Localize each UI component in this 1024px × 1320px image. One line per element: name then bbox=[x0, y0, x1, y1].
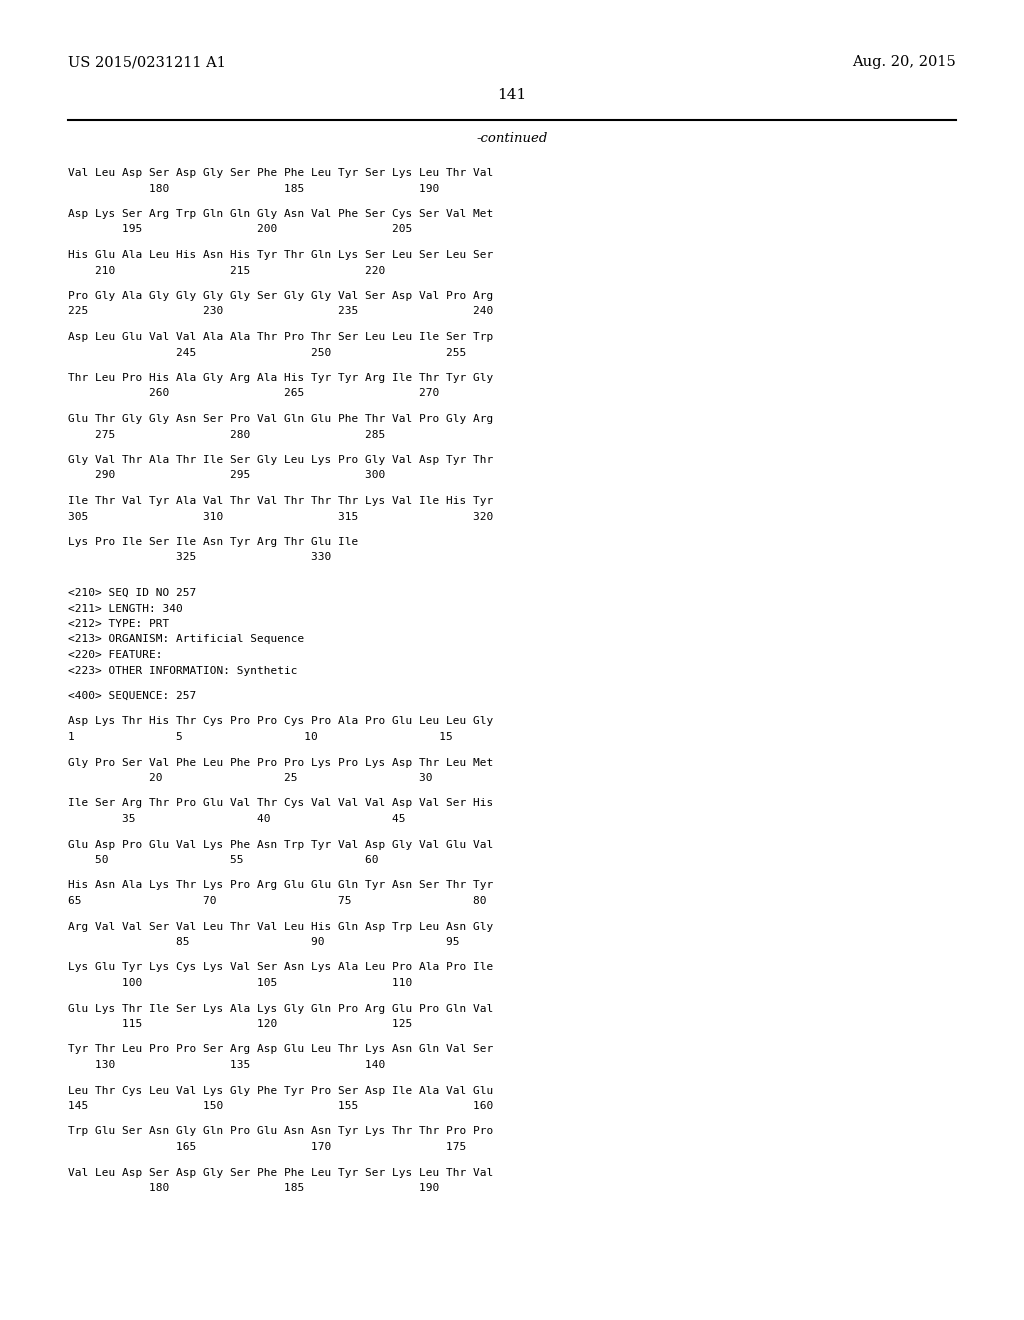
Text: 290                 295                 300: 290 295 300 bbox=[68, 470, 385, 480]
Text: <213> ORGANISM: Artificial Sequence: <213> ORGANISM: Artificial Sequence bbox=[68, 635, 304, 644]
Text: Lys Glu Tyr Lys Cys Lys Val Ser Asn Lys Ala Leu Pro Ala Pro Ile: Lys Glu Tyr Lys Cys Lys Val Ser Asn Lys … bbox=[68, 962, 494, 973]
Text: 130                 135                 140: 130 135 140 bbox=[68, 1060, 385, 1071]
Text: 141: 141 bbox=[498, 88, 526, 102]
Text: 1               5                  10                  15: 1 5 10 15 bbox=[68, 733, 453, 742]
Text: 180                 185                 190: 180 185 190 bbox=[68, 1183, 439, 1193]
Text: Trp Glu Ser Asn Gly Gln Pro Glu Asn Asn Tyr Lys Thr Thr Pro Pro: Trp Glu Ser Asn Gly Gln Pro Glu Asn Asn … bbox=[68, 1126, 494, 1137]
Text: -continued: -continued bbox=[476, 132, 548, 145]
Text: 260                 265                 270: 260 265 270 bbox=[68, 388, 439, 399]
Text: Arg Val Val Ser Val Leu Thr Val Leu His Gln Asp Trp Leu Asn Gly: Arg Val Val Ser Val Leu Thr Val Leu His … bbox=[68, 921, 494, 932]
Text: 325                 330: 325 330 bbox=[68, 553, 331, 562]
Text: 65                  70                  75                  80: 65 70 75 80 bbox=[68, 896, 486, 906]
Text: Thr Leu Pro His Ala Gly Arg Ala His Tyr Tyr Arg Ile Thr Tyr Gly: Thr Leu Pro His Ala Gly Arg Ala His Tyr … bbox=[68, 374, 494, 383]
Text: 85                  90                  95: 85 90 95 bbox=[68, 937, 460, 946]
Text: Asp Leu Glu Val Val Ala Ala Thr Pro Thr Ser Leu Leu Ile Ser Trp: Asp Leu Glu Val Val Ala Ala Thr Pro Thr … bbox=[68, 333, 494, 342]
Text: Val Leu Asp Ser Asp Gly Ser Phe Phe Leu Tyr Ser Lys Leu Thr Val: Val Leu Asp Ser Asp Gly Ser Phe Phe Leu … bbox=[68, 1167, 494, 1177]
Text: Ile Thr Val Tyr Ala Val Thr Val Thr Thr Thr Lys Val Ile His Tyr: Ile Thr Val Tyr Ala Val Thr Val Thr Thr … bbox=[68, 496, 494, 506]
Text: <211> LENGTH: 340: <211> LENGTH: 340 bbox=[68, 603, 182, 614]
Text: Ile Ser Arg Thr Pro Glu Val Thr Cys Val Val Val Asp Val Ser His: Ile Ser Arg Thr Pro Glu Val Thr Cys Val … bbox=[68, 799, 494, 808]
Text: 145                 150                 155                 160: 145 150 155 160 bbox=[68, 1101, 494, 1111]
Text: Glu Asp Pro Glu Val Lys Phe Asn Trp Tyr Val Asp Gly Val Glu Val: Glu Asp Pro Glu Val Lys Phe Asn Trp Tyr … bbox=[68, 840, 494, 850]
Text: <223> OTHER INFORMATION: Synthetic: <223> OTHER INFORMATION: Synthetic bbox=[68, 665, 298, 676]
Text: Gly Pro Ser Val Phe Leu Phe Pro Pro Lys Pro Lys Asp Thr Leu Met: Gly Pro Ser Val Phe Leu Phe Pro Pro Lys … bbox=[68, 758, 494, 767]
Text: Gly Val Thr Ala Thr Ile Ser Gly Leu Lys Pro Gly Val Asp Tyr Thr: Gly Val Thr Ala Thr Ile Ser Gly Leu Lys … bbox=[68, 455, 494, 465]
Text: 180                 185                 190: 180 185 190 bbox=[68, 183, 439, 194]
Text: His Glu Ala Leu His Asn His Tyr Thr Gln Lys Ser Leu Ser Leu Ser: His Glu Ala Leu His Asn His Tyr Thr Gln … bbox=[68, 249, 494, 260]
Text: Aug. 20, 2015: Aug. 20, 2015 bbox=[852, 55, 956, 69]
Text: 275                 280                 285: 275 280 285 bbox=[68, 429, 385, 440]
Text: 50                  55                  60: 50 55 60 bbox=[68, 855, 379, 865]
Text: 100                 105                 110: 100 105 110 bbox=[68, 978, 413, 987]
Text: 115                 120                 125: 115 120 125 bbox=[68, 1019, 413, 1030]
Text: 225                 230                 235                 240: 225 230 235 240 bbox=[68, 306, 494, 317]
Text: 305                 310                 315                 320: 305 310 315 320 bbox=[68, 511, 494, 521]
Text: 195                 200                 205: 195 200 205 bbox=[68, 224, 413, 235]
Text: <212> TYPE: PRT: <212> TYPE: PRT bbox=[68, 619, 169, 630]
Text: His Asn Ala Lys Thr Lys Pro Arg Glu Glu Gln Tyr Asn Ser Thr Tyr: His Asn Ala Lys Thr Lys Pro Arg Glu Glu … bbox=[68, 880, 494, 891]
Text: Tyr Thr Leu Pro Pro Ser Arg Asp Glu Leu Thr Lys Asn Gln Val Ser: Tyr Thr Leu Pro Pro Ser Arg Asp Glu Leu … bbox=[68, 1044, 494, 1055]
Text: Lys Pro Ile Ser Ile Asn Tyr Arg Thr Glu Ile: Lys Pro Ile Ser Ile Asn Tyr Arg Thr Glu … bbox=[68, 537, 358, 546]
Text: <210> SEQ ID NO 257: <210> SEQ ID NO 257 bbox=[68, 587, 197, 598]
Text: 165                 170                 175: 165 170 175 bbox=[68, 1142, 466, 1152]
Text: 210                 215                 220: 210 215 220 bbox=[68, 265, 385, 276]
Text: Glu Lys Thr Ile Ser Lys Ala Lys Gly Gln Pro Arg Glu Pro Gln Val: Glu Lys Thr Ile Ser Lys Ala Lys Gly Gln … bbox=[68, 1003, 494, 1014]
Text: 20                  25                  30: 20 25 30 bbox=[68, 774, 432, 783]
Text: US 2015/0231211 A1: US 2015/0231211 A1 bbox=[68, 55, 226, 69]
Text: Glu Thr Gly Gly Asn Ser Pro Val Gln Glu Phe Thr Val Pro Gly Arg: Glu Thr Gly Gly Asn Ser Pro Val Gln Glu … bbox=[68, 414, 494, 424]
Text: <220> FEATURE:: <220> FEATURE: bbox=[68, 649, 163, 660]
Text: Asp Lys Ser Arg Trp Gln Gln Gly Asn Val Phe Ser Cys Ser Val Met: Asp Lys Ser Arg Trp Gln Gln Gly Asn Val … bbox=[68, 209, 494, 219]
Text: <400> SEQUENCE: 257: <400> SEQUENCE: 257 bbox=[68, 690, 197, 701]
Text: 35                  40                  45: 35 40 45 bbox=[68, 814, 406, 824]
Text: Pro Gly Ala Gly Gly Gly Gly Ser Gly Gly Val Ser Asp Val Pro Arg: Pro Gly Ala Gly Gly Gly Gly Ser Gly Gly … bbox=[68, 290, 494, 301]
Text: Asp Lys Thr His Thr Cys Pro Pro Cys Pro Ala Pro Glu Leu Leu Gly: Asp Lys Thr His Thr Cys Pro Pro Cys Pro … bbox=[68, 717, 494, 726]
Text: Val Leu Asp Ser Asp Gly Ser Phe Phe Leu Tyr Ser Lys Leu Thr Val: Val Leu Asp Ser Asp Gly Ser Phe Phe Leu … bbox=[68, 168, 494, 178]
Text: 245                 250                 255: 245 250 255 bbox=[68, 347, 466, 358]
Text: Leu Thr Cys Leu Val Lys Gly Phe Tyr Pro Ser Asp Ile Ala Val Glu: Leu Thr Cys Leu Val Lys Gly Phe Tyr Pro … bbox=[68, 1085, 494, 1096]
